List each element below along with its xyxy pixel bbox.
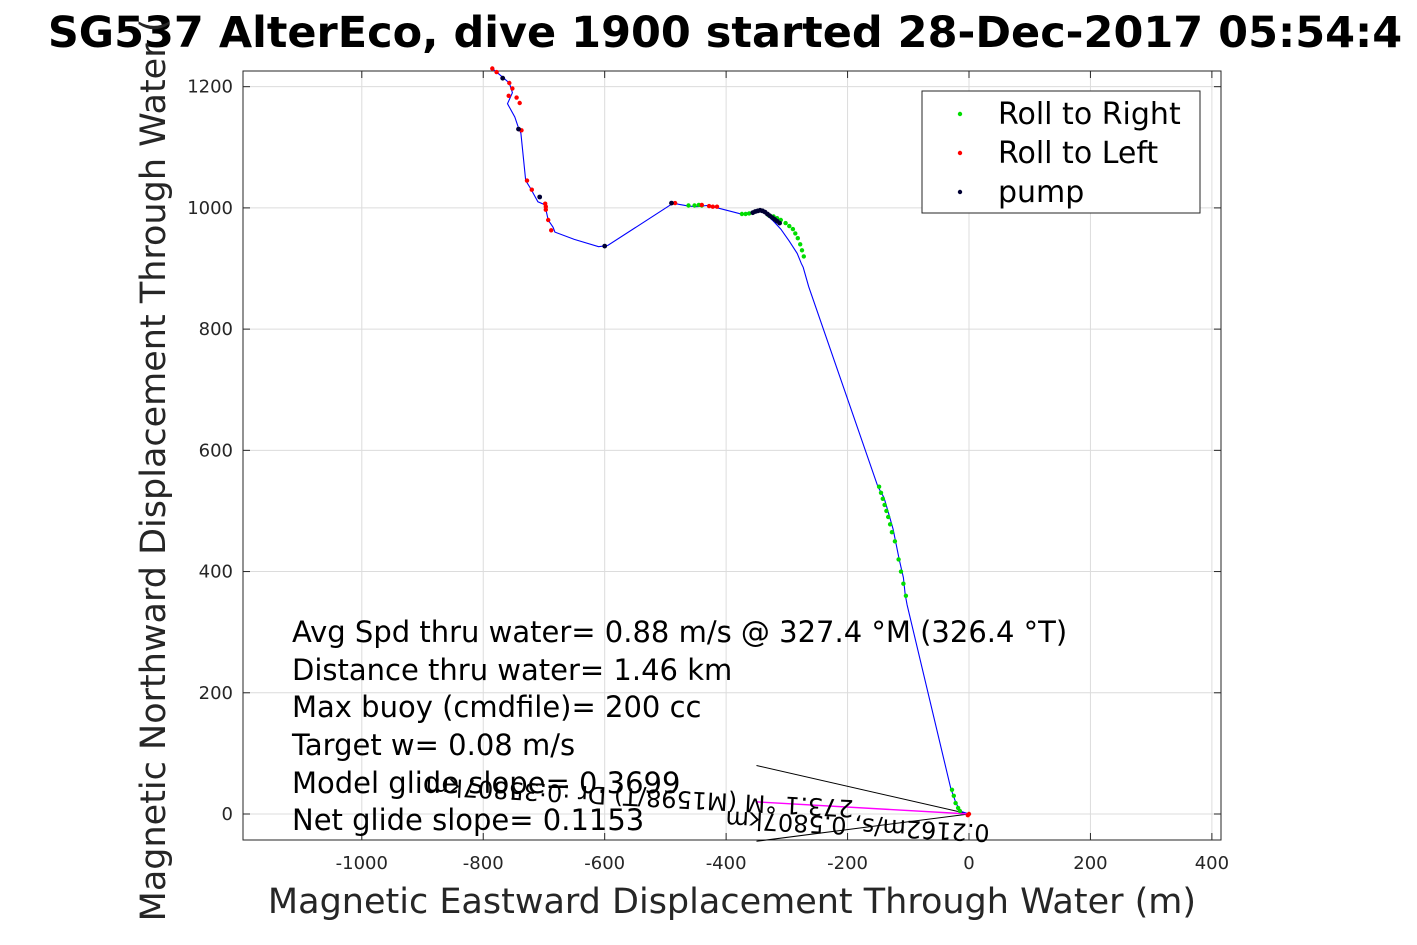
roll-left-marker [517,100,522,106]
roll-right-marker [798,242,803,247]
chart-title: SG537 AlterEco, dive 1900 started 28-Dec… [48,8,1402,58]
roll-right-marker [739,211,745,217]
roll-left-marker [549,228,554,233]
roll-right-marker [953,800,958,806]
roll-right-marker [743,211,748,217]
current-arrow-guide [756,765,970,815]
roll-left-marker [510,86,515,91]
max-buoy-annotation: Max buoy (cmdfile)= 200 cc [292,690,701,724]
roll-left-marker [514,95,519,100]
y-tick-label: 1000 [187,198,233,219]
x-tick-label: -600 [584,853,625,874]
roll-right-marker [957,808,963,814]
roll-right-marker [951,793,956,798]
axes-box [242,70,1222,841]
x-tick-label: 400 [1195,853,1229,874]
roll-right-marker [686,203,691,208]
dive-track-line [491,68,970,815]
roll-right-marker [880,496,885,501]
roll-right-marker [882,502,887,508]
x-tick-label: -1000 [336,853,388,874]
roll-right-marker [799,248,805,253]
roll-left-marker [507,80,512,86]
roll-left-marker [706,203,712,209]
roll-right-marker [896,557,901,562]
roll-left-marker [524,178,530,183]
roll-right-marker [747,211,752,216]
roll-right-marker [903,593,909,598]
roll-left-marker [490,66,495,71]
legend-pump-marker [957,189,963,195]
y-axis-label: Magnetic Northward Displacement Through … [134,19,174,922]
legend: Roll to Right Roll to Left pump [921,90,1201,214]
y-tick-label: 600 [199,440,233,461]
distance-annotation: Distance thru water= 1.46 km [292,653,732,687]
legend-roll-right: Roll to Right [998,97,1181,132]
x-axis-label: Magnetic Eastward Displacement Through W… [268,882,1196,922]
model-glide-annotation: Model glide slope= 0.3699 [292,766,680,800]
current-arrow-line [756,801,970,815]
pump-marker [537,194,543,200]
y-tick-label: 1200 [187,77,233,98]
roll-right-marker [886,514,891,520]
roll-left-marker [546,217,551,223]
pump-marker [602,243,608,249]
pump-marker [669,200,674,206]
roll-right-marker [901,581,906,586]
annotation-block: Avg Spd thru water= 0.88 m/s @ 327.4 °M … [291,615,1067,837]
net-glide-annotation: Net glide slope= 0.1153 [292,803,644,837]
legend-roll-right-marker [957,111,963,117]
pump-marker [777,220,782,226]
roll-right-marker [884,508,889,514]
roll-left-marker [714,204,720,209]
roll-left-marker [672,200,678,206]
roll-left-marker [710,204,715,209]
ticks: -1000 -800 -600 -400 -200 0 200 400 0 200 400 600 80… [187,71,1229,874]
roll-left-marker [529,187,534,192]
plot-area [490,66,972,842]
x-tick-label: -200 [827,853,868,874]
roll-right-marker [783,220,788,226]
roll-left-marker [699,202,704,208]
current-arrow-guide [756,813,970,842]
roll-right-marker [793,231,798,236]
roll-right-marker [889,530,895,535]
roll-left-marker [543,207,548,212]
y-tick-label: 200 [199,683,233,704]
target-w-annotation: Target w= 0.08 m/s [291,728,575,762]
roll-right-marker [692,203,697,208]
pump-marker [500,75,506,81]
roll-right-marker [892,539,898,544]
y-tick-label: 800 [199,319,233,340]
roll-right-marker [898,569,904,574]
y-tick-label: 0 [222,804,233,825]
avg-speed-annotation: Avg Spd thru water= 0.88 m/s @ 327.4 °M … [292,615,1067,649]
x-tick-label: -400 [706,853,747,874]
roll-right-marker [949,787,955,792]
legend-box [921,90,1201,214]
legend-roll-left-marker [957,150,963,156]
x-tick-label: 0 [963,853,974,874]
legend-pump: pump [998,175,1084,210]
legend-roll-left: Roll to Left [998,136,1158,171]
roll-right-marker [787,223,792,229]
y-tick-label: 400 [199,562,233,583]
roll-right-marker [876,484,882,489]
roll-right-marker [801,254,806,259]
x-tick-label: 200 [1073,853,1107,874]
roll-left-marker [494,69,499,75]
roll-left-marker [966,811,972,817]
roll-right-marker [795,236,800,241]
roll-left-marker [506,93,511,99]
roll-right-marker [790,226,796,232]
pump-marker [516,126,521,132]
roll-right-marker [878,490,884,495]
roll-right-marker [887,522,893,527]
x-tick-label: -800 [463,853,504,874]
